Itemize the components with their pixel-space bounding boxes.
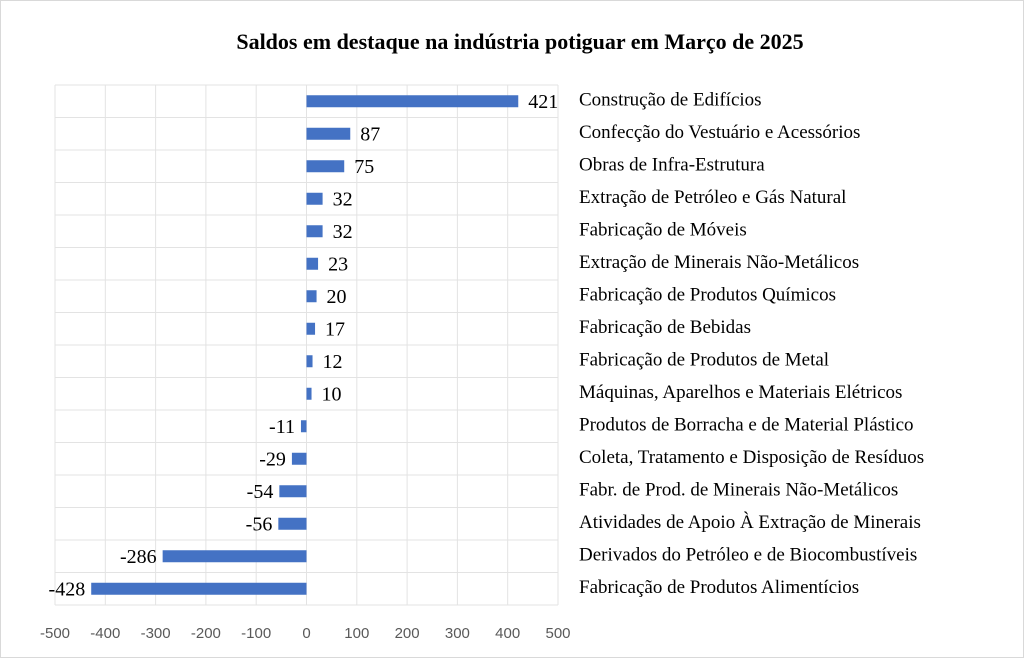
chart-title: Saldos em destaque na indústria potiguar… (236, 29, 803, 54)
bar (306, 290, 317, 303)
category-label: Fabr. de Prod. de Minerais Não-Metálicos (579, 480, 898, 501)
value-label: -54 (247, 481, 274, 503)
x-tick-label: 100 (344, 625, 369, 642)
bar (278, 517, 307, 530)
value-label: 32 (333, 188, 353, 210)
value-label: 20 (327, 286, 347, 308)
category-label: Construção de Edifícios (579, 90, 762, 111)
value-label: 17 (325, 318, 345, 340)
x-tick-label: -400 (90, 625, 120, 642)
category-label: Máquinas, Aparelhos e Materiais Elétrico… (579, 382, 902, 403)
bar (279, 485, 307, 498)
value-label: 23 (328, 253, 348, 275)
category-label: Confecção do Vestuário e Acessórios (579, 122, 860, 143)
bar (162, 550, 307, 563)
bar (306, 95, 519, 108)
bar (306, 355, 313, 368)
category-label: Extração de Petróleo e Gás Natural (579, 187, 846, 208)
category-label: Fabricação de Produtos Alimentícios (579, 577, 859, 598)
value-label: 10 (322, 383, 342, 405)
x-tick-label: -200 (191, 625, 221, 642)
x-tick-label: 300 (445, 625, 470, 642)
category-label: Derivados do Petróleo e de Biocombustíve… (579, 545, 917, 566)
bar (306, 322, 316, 335)
category-label: Coleta, Tratamento e Disposição de Resíd… (579, 447, 924, 468)
category-label: Produtos de Borracha e de Material Plást… (579, 415, 914, 436)
bar (91, 582, 307, 595)
value-label: -11 (269, 416, 295, 438)
x-tick-label: -100 (241, 625, 271, 642)
x-tick-label: -500 (40, 625, 70, 642)
x-tick-label: 400 (495, 625, 520, 642)
bar (306, 160, 345, 173)
category-label: Fabricação de Produtos de Metal (579, 350, 829, 371)
bar (300, 420, 307, 433)
bar (306, 127, 351, 140)
x-tick-label: 500 (545, 625, 570, 642)
x-tick-label: -300 (141, 625, 171, 642)
bar (291, 452, 307, 465)
value-label: 75 (354, 156, 374, 178)
bar (306, 257, 319, 270)
x-tick-label: 0 (302, 625, 310, 642)
value-label: -286 (120, 546, 157, 568)
value-label: -29 (259, 448, 286, 470)
value-label: -56 (246, 513, 273, 535)
category-label: Fabricação de Produtos Químicos (579, 285, 836, 306)
category-label: Fabricação de Bebidas (579, 317, 751, 338)
value-label: 12 (323, 351, 343, 373)
category-label: Obras de Infra-Estrutura (579, 155, 765, 176)
value-label: -428 (49, 578, 86, 600)
bar (306, 387, 312, 400)
value-label: 87 (360, 123, 380, 145)
category-label: Fabricação de Móveis (579, 220, 747, 241)
bar (306, 225, 323, 238)
value-label: 421 (528, 91, 558, 113)
bar (306, 192, 323, 205)
category-label: Extração de Minerais Não-Metálicos (579, 252, 859, 273)
category-label: Atividades de Apoio À Extração de Minera… (579, 511, 921, 533)
x-tick-label: 200 (395, 625, 420, 642)
value-label: 32 (333, 221, 353, 243)
